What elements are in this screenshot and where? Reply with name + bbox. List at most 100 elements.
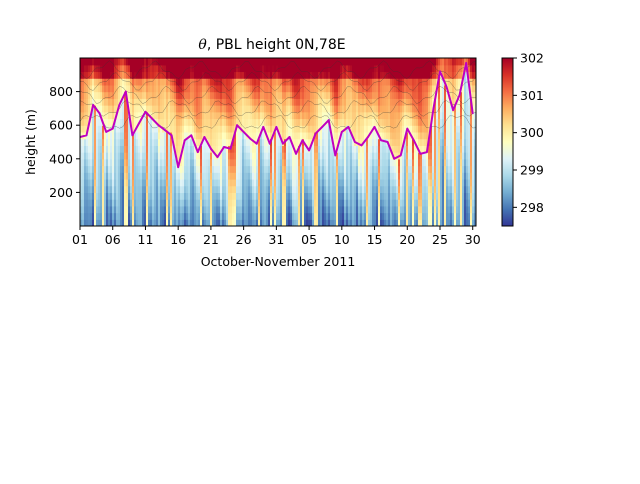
- heatmap-cell: [98, 212, 101, 220]
- heatmap-cell: [146, 125, 149, 133]
- heatmap-cell: [228, 205, 231, 214]
- heatmap-cell: [282, 172, 285, 180]
- heatmap-cell: [200, 219, 203, 226]
- heatmap-cell: [384, 64, 387, 73]
- heatmap-cell: [400, 91, 403, 99]
- heatmap-cell: [402, 219, 405, 226]
- heatmap-cell: [178, 165, 181, 173]
- heatmap-cell: [94, 185, 97, 193]
- heatmap-cell: [292, 98, 295, 106]
- heatmap-cell: [90, 199, 93, 207]
- heatmap-cell: [296, 165, 299, 173]
- heatmap-cell: [160, 64, 163, 73]
- heatmap-cell: [306, 219, 309, 226]
- heatmap-cell: [282, 205, 285, 214]
- heatmap-cell: [176, 78, 179, 86]
- heatmap-cell: [116, 178, 119, 187]
- heatmap-cell: [406, 118, 409, 126]
- heatmap-cell: [342, 178, 345, 187]
- heatmap-cell: [312, 219, 315, 226]
- heatmap-cell: [350, 192, 353, 200]
- heatmap-cell: [268, 165, 271, 173]
- heatmap-cell: [96, 192, 99, 200]
- heatmap-cell: [400, 185, 403, 193]
- heatmap-cell: [326, 158, 329, 167]
- heatmap-cell: [370, 111, 373, 120]
- heatmap-cell: [228, 84, 231, 93]
- heatmap-cell: [142, 118, 145, 126]
- heatmap-cell: [462, 105, 465, 113]
- heatmap-cell: [160, 145, 163, 153]
- heatmap-cell: [422, 185, 425, 193]
- heatmap-cell: [120, 185, 123, 193]
- heatmap-cell: [378, 185, 381, 193]
- heatmap-cell: [324, 165, 327, 173]
- heatmap-cell: [124, 212, 127, 220]
- heatmap-cell: [440, 219, 443, 226]
- heatmap-cell: [162, 172, 165, 180]
- heatmap-cell: [232, 205, 235, 214]
- heatmap-cell: [282, 178, 285, 187]
- heatmap-cell: [306, 58, 309, 66]
- heatmap-cell: [106, 64, 109, 73]
- heatmap-cell: [428, 178, 431, 187]
- heatmap-cell: [426, 98, 429, 106]
- heatmap-cell: [392, 165, 395, 173]
- heatmap-cell: [352, 158, 355, 167]
- heatmap-cell: [400, 178, 403, 187]
- heatmap-cell: [244, 192, 247, 200]
- heatmap-cell: [406, 158, 409, 167]
- heatmap-cell: [142, 205, 145, 214]
- heatmap-cell: [232, 111, 235, 120]
- heatmap-cell: [328, 185, 331, 193]
- heatmap-cell: [330, 111, 333, 120]
- heatmap-cell: [222, 192, 225, 200]
- heatmap-cell: [342, 84, 345, 93]
- heatmap-cell: [420, 145, 423, 153]
- heatmap-cell: [400, 105, 403, 113]
- heatmap-cell: [90, 118, 93, 126]
- heatmap-cell: [126, 145, 129, 153]
- heatmap-cell: [118, 64, 121, 73]
- heatmap-cell: [140, 105, 143, 113]
- heatmap-cell: [110, 145, 113, 153]
- heatmap-cell: [148, 91, 151, 99]
- heatmap-cell: [132, 138, 135, 146]
- heatmap-cell: [372, 192, 375, 200]
- heatmap-cell: [210, 71, 213, 79]
- heatmap-cell: [228, 192, 231, 200]
- heatmap-cell: [268, 192, 271, 200]
- heatmap-cell: [240, 165, 243, 173]
- heatmap-cell: [390, 178, 393, 187]
- heatmap-cell: [242, 84, 245, 93]
- heatmap-cell: [460, 158, 463, 167]
- heatmap-cell: [348, 145, 351, 153]
- heatmap-cell: [90, 98, 93, 106]
- heatmap-cell: [240, 199, 243, 207]
- heatmap-cell: [92, 78, 95, 86]
- heatmap-cell: [324, 84, 327, 93]
- heatmap-cell: [128, 199, 131, 207]
- heatmap-cell: [442, 138, 445, 146]
- heatmap-cell: [444, 158, 447, 167]
- heatmap-cell: [456, 64, 459, 73]
- heatmap-cell: [376, 199, 379, 207]
- heatmap-cell: [164, 84, 167, 93]
- heatmap-cell: [274, 111, 277, 120]
- heatmap-cell: [210, 64, 213, 73]
- heatmap-cell: [398, 145, 401, 153]
- heatmap-cell: [324, 118, 327, 126]
- heatmap-cell: [352, 118, 355, 126]
- heatmap-cell: [192, 131, 195, 140]
- heatmap-cell: [106, 78, 109, 86]
- heatmap-cell: [372, 91, 375, 99]
- heatmap-cell: [334, 118, 337, 126]
- heatmap-cell: [460, 111, 463, 120]
- heatmap-cell: [370, 98, 373, 106]
- heatmap-cell: [410, 199, 413, 207]
- heatmap-cell: [408, 125, 411, 133]
- heatmap-cell: [176, 172, 179, 180]
- heatmap-cell: [104, 172, 107, 180]
- heatmap-cell: [134, 192, 137, 200]
- heatmap-cell: [380, 91, 383, 99]
